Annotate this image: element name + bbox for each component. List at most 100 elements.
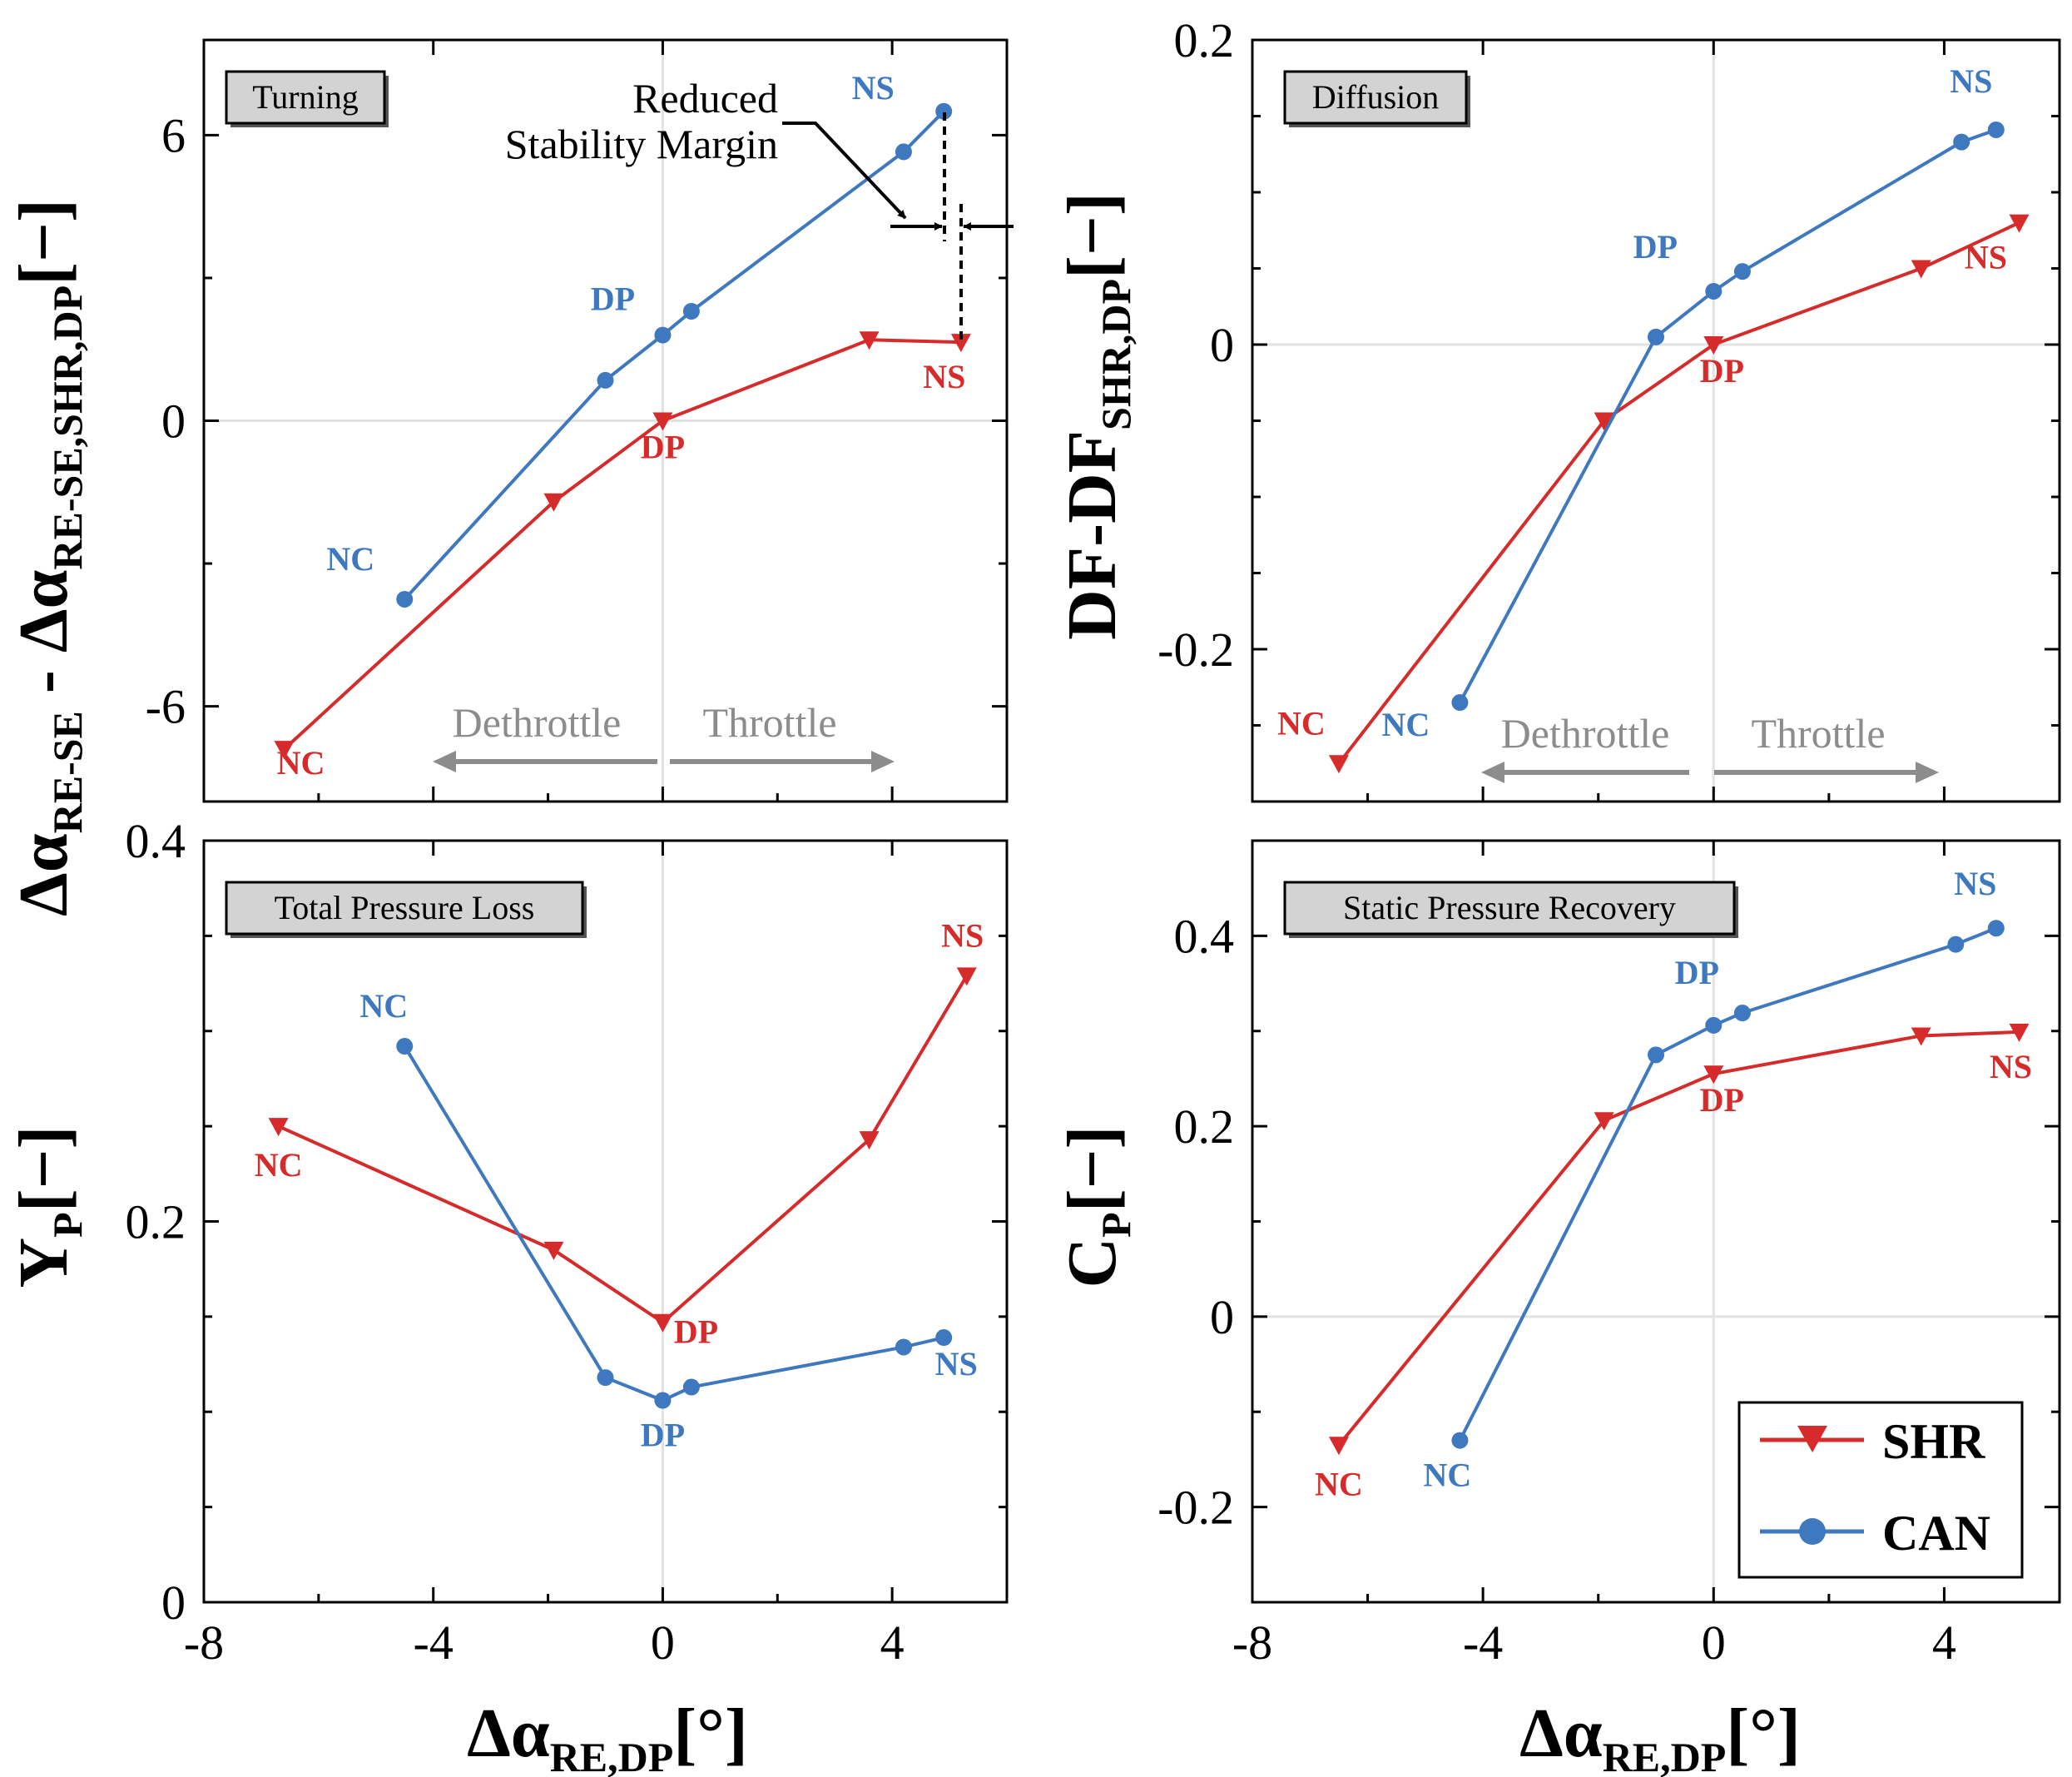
point-label-dp: DP (1675, 954, 1719, 991)
y-tick-label: 0.2 (1174, 13, 1235, 67)
data-point-can (654, 1392, 672, 1409)
x-tick-label: 0 (651, 1616, 675, 1670)
point-label-dp: DP (1633, 228, 1678, 266)
data-point-shr (268, 1118, 289, 1137)
data-point-can (396, 590, 414, 608)
point-label-nc: NC (1382, 706, 1430, 743)
point-label-ns: NS (1950, 62, 1992, 100)
dethrottle-label: Dethrottle (453, 699, 622, 746)
data-point-shr (950, 334, 971, 353)
dethrottle-label: Dethrottle (1501, 710, 1670, 757)
point-label-dp: DP (1700, 352, 1744, 390)
x-tick-label: -4 (1463, 1616, 1503, 1670)
series-line-can (1458, 128, 1997, 703)
y-tick-label: -0.2 (1157, 1481, 1234, 1535)
y-tick-label: 0 (161, 395, 186, 449)
legend-shr-marker (1797, 1426, 1827, 1452)
data-point-can (597, 1369, 614, 1387)
y-label-turning: ΔαRE-SE - ΔαRE-SE,SHR,DP[−] (5, 199, 91, 916)
data-point-can (1733, 263, 1751, 280)
data-point-can (1451, 694, 1469, 712)
legend-box (1737, 1401, 2024, 1579)
title-box (1283, 70, 1468, 125)
data-point-can (682, 1378, 700, 1396)
data-point-can (895, 143, 912, 161)
y-tick-label: 0.2 (126, 1195, 186, 1249)
point-label-ns: NS (1965, 239, 2007, 276)
data-point-shr (859, 331, 880, 350)
legend-can-label: CAN (1882, 1506, 1990, 1561)
data-point-can (895, 1338, 912, 1356)
series-line-shr (1337, 1030, 2020, 1447)
panel-title: Static Pressure Recovery (1343, 889, 1676, 926)
data-point-can (654, 326, 672, 344)
point-label-dp: DP (674, 1313, 718, 1351)
point-label-nc: NC (1424, 1457, 1472, 1494)
x-tick-label: -4 (414, 1616, 454, 1670)
axes-frame (202, 839, 1009, 1604)
panel-title: Diffusion (1312, 78, 1440, 116)
data-point-can (1648, 1046, 1664, 1064)
data-point-shr (1703, 1065, 1724, 1085)
x-tick-label: 0 (1702, 1616, 1726, 1670)
data-point-shr (543, 493, 564, 512)
point-label-ns: NS (923, 358, 965, 395)
series-line-can (403, 110, 945, 601)
legend: SHR CAN (1737, 1401, 2024, 1579)
data-point-can (682, 302, 700, 320)
x-tick-label: 4 (1932, 1616, 1956, 1670)
panel-title: Turning (252, 78, 358, 116)
annotation-line-2: Stability Margin (505, 121, 778, 167)
y-tick-label: 0.4 (126, 814, 186, 868)
x-tick-label: 4 (880, 1616, 905, 1670)
point-label-ns: NS (941, 916, 984, 954)
point-label-ns: NS (1990, 1048, 2032, 1085)
data-point-shr (859, 1131, 880, 1150)
x-label-right: ΔαRE,DP[°] (1519, 1695, 1801, 1777)
data-point-can (1953, 133, 1970, 151)
point-label-dp: DP (591, 280, 635, 318)
y-tick-label: -6 (146, 680, 186, 734)
throttle-label: Throttle (702, 699, 836, 746)
data-point-can (935, 102, 953, 120)
annotation-line-1: Reduced (632, 75, 778, 122)
x-tick-label: -8 (1232, 1616, 1272, 1670)
y-label-diffusion: DF-DFSHR,DP[−] (1053, 192, 1139, 640)
data-point-shr (2009, 1023, 2030, 1042)
point-label-dp: DP (1700, 1081, 1744, 1119)
x-tick-label: -8 (184, 1616, 224, 1670)
data-point-can (935, 1329, 953, 1347)
series-line-can (1458, 926, 1997, 1442)
point-label-nc: NC (255, 1146, 303, 1184)
point-label-nc: NC (1315, 1465, 1363, 1502)
y-tick-label: 6 (161, 108, 186, 162)
throttle-label: Throttle (1751, 710, 1885, 757)
y-label-static-pressure-recovery: CP[−] (1053, 1125, 1139, 1288)
series-line-shr (283, 338, 961, 751)
x-label-left: ΔαRE,DP[°] (467, 1695, 748, 1777)
data-point-can (1705, 282, 1723, 300)
data-point-shr (652, 1313, 673, 1333)
throttle-arrowhead (871, 751, 895, 772)
point-label-nc: NC (359, 987, 408, 1025)
data-point-can (396, 1038, 414, 1055)
y-tick-label: -0.2 (1157, 623, 1234, 677)
annotation-leader-arrow (782, 122, 907, 220)
data-point-shr (1594, 412, 1614, 431)
data-point-shr (274, 741, 295, 760)
point-label-ns: NS (1954, 865, 1996, 902)
data-point-shr (652, 412, 673, 431)
panel-diffusion: -0.2 0 0.2 NC DP NS NC DP NS Diffusion Dethrottle T… (1157, 13, 2061, 803)
panel-title: Total Pressure Loss (275, 889, 535, 926)
series-line-shr (1337, 221, 2020, 765)
data-point-shr (1594, 1112, 1614, 1131)
point-label-nc: NC (277, 744, 325, 782)
y-tick-label: 0 (1210, 1290, 1234, 1344)
data-point-can (597, 371, 614, 389)
point-label-nc: NC (326, 540, 374, 578)
point-label-ns: NS (935, 1345, 978, 1382)
data-point-can (1987, 121, 2005, 138)
y-tick-label: 0.4 (1174, 909, 1235, 963)
data-point-can (1947, 936, 1965, 953)
